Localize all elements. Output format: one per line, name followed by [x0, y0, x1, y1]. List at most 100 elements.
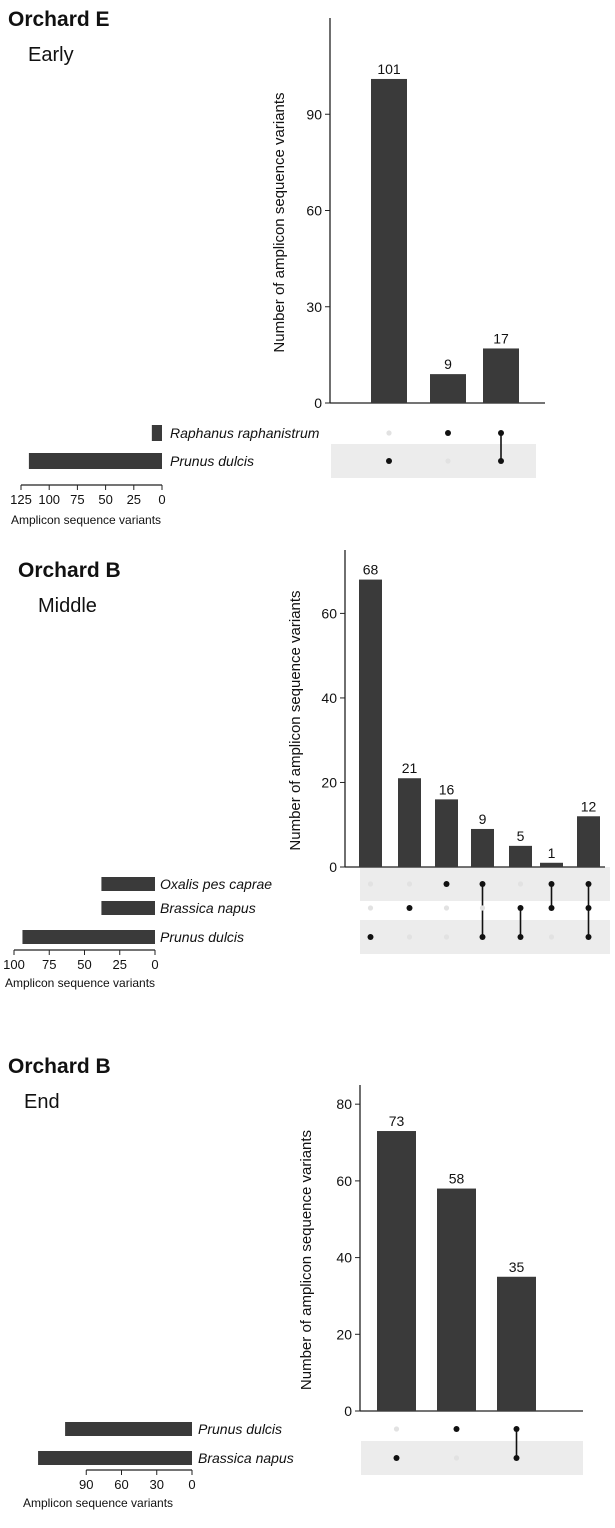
matrix-dot-filled [548, 881, 555, 887]
matrix-dot-empty [386, 430, 392, 436]
intersection-bar [497, 1276, 536, 1411]
bar-value-label: 73 [389, 1113, 405, 1129]
bar-value-label: 9 [444, 356, 452, 372]
set-name-label: Raphanus raphanistrum [170, 425, 320, 441]
set-size-tick-label: 100 [3, 957, 25, 972]
set-size-bar [28, 453, 163, 469]
y-tick-label: 0 [344, 1403, 352, 1419]
set-name-label: Oxalis pes caprae [160, 876, 272, 892]
set-size-bar [101, 877, 155, 891]
y-tick-label: 40 [336, 1250, 352, 1266]
set-size-bar [22, 930, 156, 944]
panel-subtitle: End [24, 1091, 60, 1113]
set-name-label: Prunus dulcis [170, 453, 254, 469]
bar-value-label: 58 [449, 1171, 465, 1187]
intersection-bar [483, 348, 519, 403]
bar-value-label: 9 [479, 811, 487, 827]
set-size-tick-label: 30 [150, 1477, 164, 1492]
panel-subtitle: Middle [38, 595, 97, 617]
set-size-tick-label: 0 [158, 492, 165, 507]
bar-value-label: 101 [377, 61, 401, 77]
y-tick-label: 60 [306, 203, 322, 219]
upset-plot-2: 0 20 40 60 Number of amplicon sequence varia… [3, 550, 610, 990]
bar-value-label: 17 [493, 330, 509, 346]
upset-plot-3: 0 20 40 60 80 Number of amplicon sequence var… [23, 1085, 583, 1510]
y-axis-label: Number of amplicon sequence variants [271, 92, 288, 352]
y-tick-label: 40 [321, 690, 337, 706]
matrix-dot-empty [406, 881, 413, 887]
matrix-dot-empty [443, 934, 450, 940]
y-tick-label: 30 [306, 299, 322, 315]
set-size-tick-label: 0 [188, 1477, 195, 1492]
set-size-tick-label: 75 [70, 492, 84, 507]
matrix-dot-filled [443, 881, 450, 887]
intersection-bar [509, 845, 532, 867]
set-size-axis-label: Amplicon sequence variants [23, 1496, 173, 1510]
matrix-dot-empty [367, 905, 374, 911]
set-size-tick-label: 125 [10, 492, 32, 507]
bar-value-label: 1 [548, 845, 556, 861]
y-tick-label: 20 [336, 1326, 352, 1342]
matrix-dot-filled [453, 1426, 460, 1432]
matrix-dot-empty [367, 881, 374, 887]
intersection-bar [377, 1131, 416, 1411]
y-tick-label: 0 [314, 395, 322, 411]
matrix-dot-empty [517, 881, 524, 887]
set-size-tick-label: 0 [151, 957, 158, 972]
bar-value-label: 21 [402, 760, 418, 776]
y-axis-label: Number of amplicon sequence variants [298, 1130, 315, 1390]
set-size-tick-label: 75 [42, 957, 56, 972]
y-tick-label: 20 [321, 774, 337, 790]
set-size-tick-label: 25 [127, 492, 141, 507]
matrix-dot-filled [513, 1455, 520, 1461]
set-size-bar [38, 1451, 193, 1465]
bar-value-label: 16 [439, 781, 455, 797]
intersection-bar [430, 374, 466, 403]
matrix-dot-filled [585, 934, 592, 940]
matrix-row-band [331, 444, 536, 478]
matrix-dot-filled [479, 934, 486, 940]
intersection-bar [359, 579, 382, 867]
bar-value-label: 12 [581, 798, 597, 814]
matrix-dot-empty [479, 905, 486, 911]
matrix-dot-filled [548, 905, 555, 911]
panel-title: Orchard B [18, 559, 121, 582]
set-size-bar [101, 901, 155, 915]
set-name-label: Brassica napus [198, 1450, 294, 1466]
intersection-bar [471, 828, 494, 867]
y-tick-label: 0 [329, 859, 337, 875]
intersection-bar [398, 778, 421, 867]
set-size-tick-label: 50 [98, 492, 112, 507]
panel-subtitle: Early [28, 44, 74, 66]
matrix-dot-filled [445, 430, 451, 436]
intersection-bar [540, 862, 563, 867]
matrix-dot-filled [406, 905, 413, 911]
y-tick-label: 90 [306, 106, 322, 122]
matrix-dot-empty [393, 1426, 400, 1432]
bar-value-label: 68 [363, 562, 379, 578]
set-size-axis-label: Amplicon sequence variants [11, 513, 161, 527]
matrix-dot-filled [479, 881, 486, 887]
upset-panel-2: Orchard B Middle 0 20 40 60 Number of amplic… [0, 545, 615, 1045]
matrix-dot-filled [386, 458, 392, 464]
set-size-tick-label: 100 [38, 492, 60, 507]
matrix-dot-filled [517, 934, 524, 940]
y-tick-label: 80 [336, 1096, 352, 1112]
matrix-dot-empty [445, 458, 451, 464]
intersection-bar [577, 816, 600, 867]
set-size-tick-label: 60 [114, 1477, 128, 1492]
matrix-dot-filled [498, 458, 504, 464]
y-axis-label: Number of amplicon sequence variants [287, 590, 304, 850]
matrix-dot-filled [517, 905, 524, 911]
upset-panel-3: Orchard B End 0 20 40 60 80 Number of amplico… [0, 1045, 615, 1528]
upset-panel-1: Orchard E Early 0 30 60 90 Number of amplico… [0, 0, 615, 545]
bar-value-label: 5 [517, 828, 525, 844]
intersection-bar [435, 799, 458, 867]
matrix-dot-filled [585, 905, 592, 911]
matrix-dot-filled [498, 430, 504, 436]
set-size-tick-label: 90 [79, 1477, 93, 1492]
set-name-label: Prunus dulcis [160, 929, 244, 945]
matrix-dot-filled [585, 881, 592, 887]
y-tick-label: 60 [336, 1173, 352, 1189]
